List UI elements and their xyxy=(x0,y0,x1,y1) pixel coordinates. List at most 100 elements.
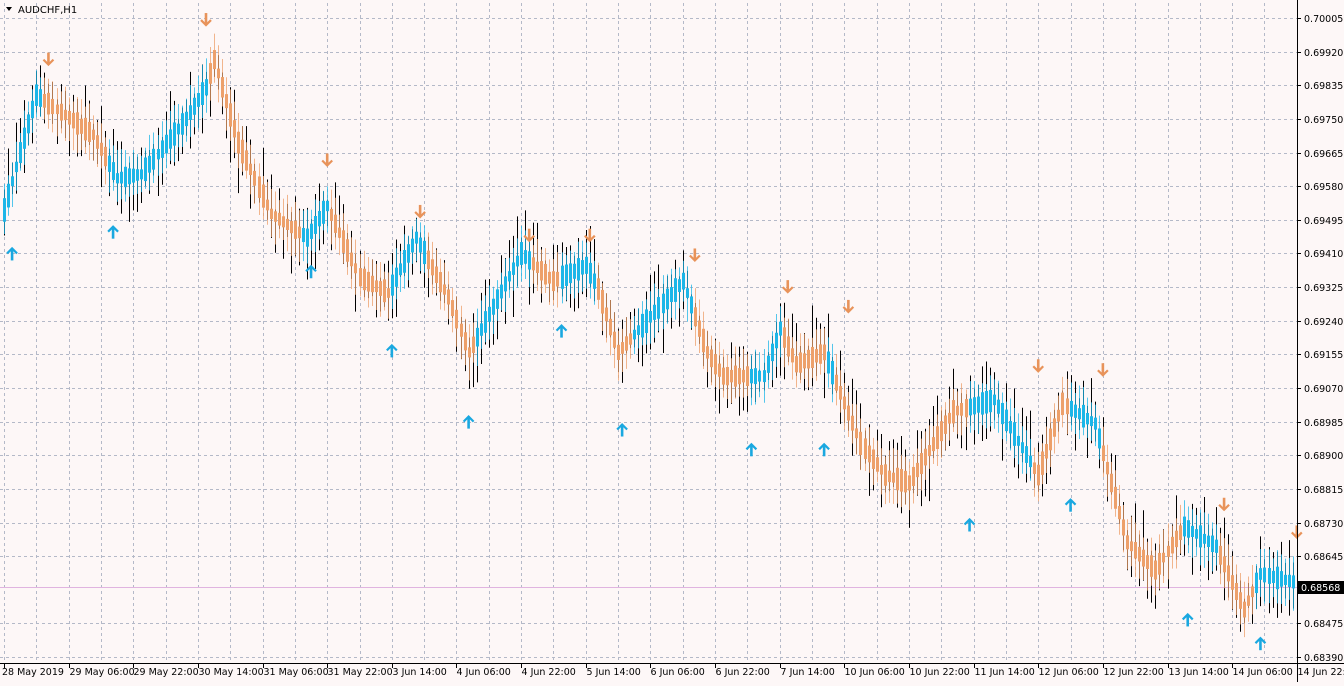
price-tick-label: 0.68645 xyxy=(1304,552,1343,563)
trend-bar-body xyxy=(270,209,273,219)
trend-bar-body xyxy=(43,94,46,108)
trend-bar-body xyxy=(3,198,6,222)
trend-bar-body xyxy=(443,284,446,294)
trend-bar-body xyxy=(1191,526,1194,537)
price-tick-label: 0.69580 xyxy=(1304,182,1343,193)
trend-bar-body xyxy=(1219,546,1222,565)
trend-bar-body xyxy=(726,367,729,385)
trend-bar-body xyxy=(815,349,818,362)
trend-bar-body xyxy=(181,113,184,134)
trend-bar-body xyxy=(884,464,887,485)
trend-bar-body xyxy=(758,371,761,382)
trend-bar-body xyxy=(64,110,67,120)
trend-bar-body xyxy=(1045,444,1048,459)
trend-bar-body xyxy=(274,211,277,221)
trend-bar-body xyxy=(1146,555,1149,569)
trend-bar-body xyxy=(1162,553,1165,563)
trend-bar-body xyxy=(912,467,915,486)
trend-bar-body xyxy=(1199,525,1202,547)
trend-bar-body xyxy=(472,337,475,353)
trend-bar-body xyxy=(326,201,329,211)
trend-bar-body xyxy=(985,391,988,414)
trend-bar-body xyxy=(859,432,862,455)
trend-bar-body xyxy=(754,368,757,384)
trend-bar-body xyxy=(120,172,123,184)
trend-bar-body xyxy=(767,356,770,373)
trend-bar-body xyxy=(1070,401,1073,417)
price-tick-label: 0.69240 xyxy=(1304,317,1343,328)
trend-bar-body xyxy=(565,265,568,286)
trend-bar-body xyxy=(969,399,972,416)
trend-bar-body xyxy=(403,250,406,273)
trend-bar-body xyxy=(686,288,689,298)
trend-bar-body xyxy=(1134,542,1137,558)
trend-bar-body xyxy=(617,345,620,360)
time-tick-label: 5 Jun 14:00 xyxy=(587,667,641,678)
trend-bar-body xyxy=(39,89,42,107)
trend-bar-body xyxy=(678,279,681,292)
trend-bar-body xyxy=(60,104,63,121)
trend-bar-body xyxy=(1154,561,1157,580)
trend-bar-body xyxy=(1037,465,1040,486)
trend-bar-body xyxy=(391,275,394,296)
trend-bar-body xyxy=(847,406,850,421)
trend-bar-body xyxy=(516,256,519,267)
price-tick-label: 0.68475 xyxy=(1304,619,1343,630)
trend-bar-body xyxy=(367,272,370,292)
trend-bar-body xyxy=(1098,428,1101,448)
trend-bar-body xyxy=(480,323,483,335)
price-tick-label: 0.69495 xyxy=(1304,216,1343,227)
trend-bar-body xyxy=(423,241,426,264)
trend-bar-body xyxy=(205,79,208,95)
time-tick-label: 6 Jun 22:00 xyxy=(716,667,770,678)
trend-bar-body xyxy=(189,105,192,120)
trend-bar-body xyxy=(795,356,798,372)
trend-bar-body xyxy=(779,322,782,336)
trend-bar-body xyxy=(908,475,911,490)
trend-bar-body xyxy=(633,330,636,340)
trend-bar-body xyxy=(56,105,59,115)
trend-bar-body xyxy=(670,287,673,302)
trend-bar-body xyxy=(173,122,176,145)
trend-bar-body xyxy=(310,224,313,239)
trend-bar-body xyxy=(318,211,321,226)
trend-bar-body xyxy=(855,428,858,438)
trend-bar-body xyxy=(1078,408,1081,419)
trend-bar-body xyxy=(544,264,547,285)
trend-bar-body xyxy=(1179,525,1182,540)
trend-bar-body xyxy=(653,305,656,320)
time-tick-label: 4 Jun 06:00 xyxy=(457,667,511,678)
trend-bar-body xyxy=(290,221,293,233)
trend-bar-body xyxy=(27,114,30,133)
price-tick-label: 0.69665 xyxy=(1304,149,1343,160)
time-tick-label: 29 May 22:00 xyxy=(134,667,199,678)
trend-bar-body xyxy=(520,242,523,265)
trend-bar-body xyxy=(233,120,236,137)
trend-bar-body xyxy=(932,437,935,451)
trend-bar-body xyxy=(1211,536,1214,552)
trend-bar-body xyxy=(383,279,386,302)
trend-bar-body xyxy=(1207,536,1210,547)
trend-bar-body xyxy=(783,327,786,347)
time-tick-label: 14 Jun 06:00 xyxy=(1233,667,1293,678)
trend-bar-body xyxy=(1187,520,1190,538)
trend-bar-body xyxy=(948,413,951,424)
trend-bar-body xyxy=(51,99,54,114)
time-tick-label: 13 Jun 14:00 xyxy=(1169,667,1229,678)
trend-bar-body xyxy=(161,140,164,157)
trend-bar-body xyxy=(379,281,382,296)
trend-bar-body xyxy=(447,289,450,304)
trend-bar-body xyxy=(876,457,879,471)
trend-bar-body xyxy=(213,50,216,69)
price-tick-label: 0.69325 xyxy=(1304,283,1343,294)
trend-bar-body xyxy=(940,421,943,441)
time-tick-label: 30 May 14:00 xyxy=(199,667,264,678)
trend-bar-body xyxy=(864,438,867,459)
trend-bar-body xyxy=(47,93,50,115)
trend-bar-body xyxy=(338,228,341,238)
trend-bar-body xyxy=(771,344,774,361)
trend-bar-body xyxy=(532,257,535,270)
time-tick-label: 31 May 22:00 xyxy=(328,667,393,678)
